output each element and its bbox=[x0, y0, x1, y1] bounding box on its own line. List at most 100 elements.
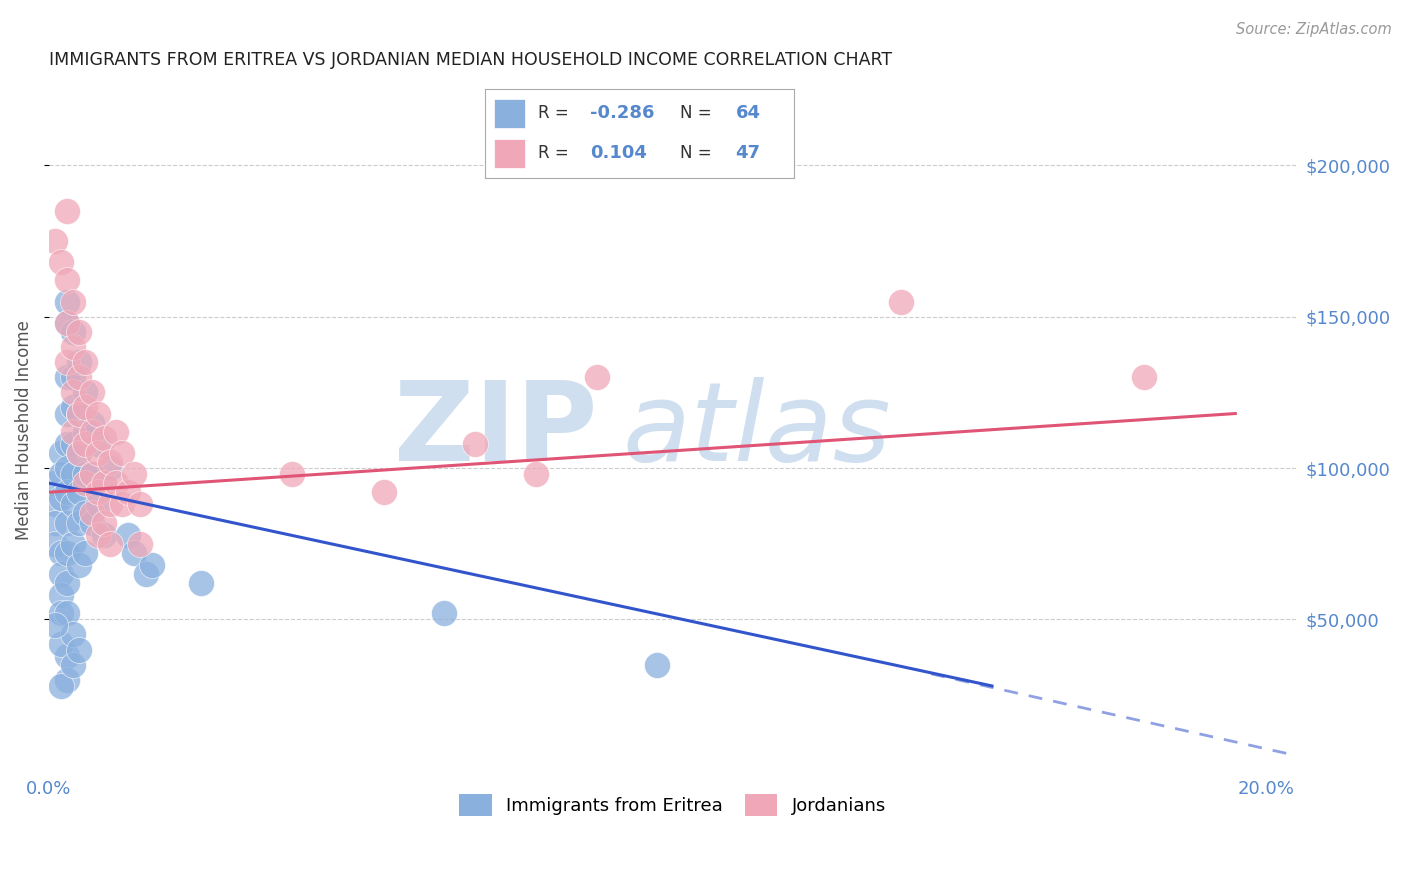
Point bbox=[80, 416, 103, 430]
Text: R =: R = bbox=[537, 145, 568, 162]
Text: Source: ZipAtlas.com: Source: ZipAtlas.com bbox=[1236, 22, 1392, 37]
Point bbox=[67, 370, 90, 384]
Point bbox=[67, 446, 90, 460]
Point bbox=[93, 527, 115, 541]
Point bbox=[44, 618, 66, 632]
Point bbox=[44, 497, 66, 511]
Point bbox=[44, 476, 66, 491]
Point bbox=[67, 407, 90, 421]
Point bbox=[62, 437, 84, 451]
Point bbox=[75, 425, 97, 439]
Point bbox=[86, 446, 108, 460]
Text: 0.104: 0.104 bbox=[591, 145, 647, 162]
Point bbox=[62, 467, 84, 481]
Point bbox=[75, 467, 97, 481]
Point bbox=[117, 485, 139, 500]
Point bbox=[86, 407, 108, 421]
Point bbox=[93, 476, 115, 491]
Point bbox=[135, 566, 157, 581]
Text: N =: N = bbox=[681, 145, 711, 162]
Point bbox=[62, 325, 84, 339]
Text: ZIP: ZIP bbox=[394, 376, 598, 483]
Point bbox=[104, 425, 127, 439]
Point bbox=[524, 467, 547, 481]
Point bbox=[111, 446, 134, 460]
Point bbox=[98, 537, 121, 551]
Point bbox=[67, 485, 90, 500]
Point bbox=[190, 576, 212, 591]
Point bbox=[56, 607, 79, 621]
Point bbox=[111, 497, 134, 511]
Point bbox=[86, 497, 108, 511]
Point bbox=[67, 355, 90, 369]
Point bbox=[49, 446, 72, 460]
Point bbox=[56, 516, 79, 530]
Point bbox=[98, 455, 121, 469]
Point bbox=[56, 294, 79, 309]
Text: IMMIGRANTS FROM ERITREA VS JORDANIAN MEDIAN HOUSEHOLD INCOME CORRELATION CHART: IMMIGRANTS FROM ERITREA VS JORDANIAN MED… bbox=[49, 51, 891, 69]
Point bbox=[56, 546, 79, 560]
Point bbox=[62, 294, 84, 309]
Point bbox=[56, 437, 79, 451]
Point bbox=[80, 467, 103, 481]
Point bbox=[98, 497, 121, 511]
Point bbox=[1133, 370, 1156, 384]
Point bbox=[117, 527, 139, 541]
Point bbox=[75, 546, 97, 560]
Point bbox=[67, 407, 90, 421]
Point bbox=[585, 370, 607, 384]
Point bbox=[67, 446, 90, 460]
Point bbox=[86, 437, 108, 451]
Legend: Immigrants from Eritrea, Jordanians: Immigrants from Eritrea, Jordanians bbox=[453, 787, 893, 823]
Point bbox=[56, 203, 79, 218]
Point bbox=[75, 507, 97, 521]
Point bbox=[104, 476, 127, 491]
Point bbox=[56, 273, 79, 287]
Point bbox=[98, 461, 121, 475]
Point bbox=[49, 255, 72, 269]
Point bbox=[433, 607, 456, 621]
Bar bbox=[495, 99, 526, 128]
Bar bbox=[495, 139, 526, 168]
Text: atlas: atlas bbox=[623, 376, 891, 483]
Point bbox=[129, 537, 152, 551]
Point bbox=[122, 467, 145, 481]
Point bbox=[56, 648, 79, 663]
Point bbox=[56, 370, 79, 384]
Point bbox=[44, 234, 66, 248]
Point bbox=[93, 516, 115, 530]
Point bbox=[56, 461, 79, 475]
Y-axis label: Median Household Income: Median Household Income bbox=[15, 320, 32, 541]
Point bbox=[373, 485, 395, 500]
Point bbox=[62, 385, 84, 400]
Point bbox=[67, 516, 90, 530]
Point bbox=[56, 355, 79, 369]
Point bbox=[67, 558, 90, 572]
Point bbox=[464, 437, 486, 451]
Point bbox=[80, 385, 103, 400]
Text: 47: 47 bbox=[735, 145, 761, 162]
Point bbox=[890, 294, 912, 309]
Point bbox=[122, 546, 145, 560]
Point bbox=[62, 627, 84, 641]
Point bbox=[67, 325, 90, 339]
Text: N =: N = bbox=[681, 104, 711, 122]
Point bbox=[75, 355, 97, 369]
Point bbox=[75, 476, 97, 491]
Point bbox=[80, 507, 103, 521]
Text: -0.286: -0.286 bbox=[591, 104, 655, 122]
Point bbox=[62, 370, 84, 384]
Point bbox=[49, 566, 72, 581]
Point bbox=[141, 558, 163, 572]
Point bbox=[62, 537, 84, 551]
Point bbox=[80, 516, 103, 530]
Point bbox=[86, 527, 108, 541]
Text: R =: R = bbox=[537, 104, 568, 122]
Point bbox=[49, 679, 72, 693]
Point bbox=[281, 467, 304, 481]
Point bbox=[56, 316, 79, 330]
Point bbox=[75, 437, 97, 451]
Point bbox=[86, 485, 108, 500]
Point bbox=[49, 588, 72, 602]
Point bbox=[62, 425, 84, 439]
